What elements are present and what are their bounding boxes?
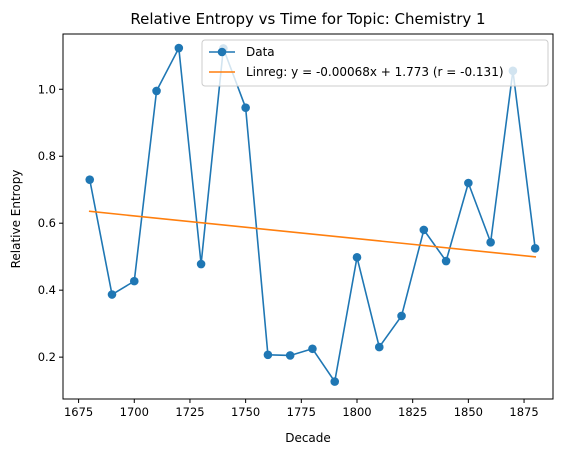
data-point	[397, 311, 406, 321]
x-tick-label: 1800	[342, 405, 371, 419]
data-point	[441, 256, 451, 266]
y-tick-label: 0.4	[38, 283, 56, 297]
x-axis-label: Decade	[285, 431, 331, 445]
data-point	[241, 103, 250, 112]
data-point	[85, 175, 95, 184]
legend-swatch-marker	[217, 47, 227, 57]
y-tick-label: 0.8	[38, 149, 56, 163]
x-tick-label: 1725	[175, 405, 204, 419]
y-tick-label: 0.6	[38, 216, 56, 230]
data-point	[196, 259, 206, 269]
y-axis-label: Relative Entropy	[9, 170, 23, 269]
chart-title: Relative Entropy vs Time for Topic: Chem…	[130, 10, 485, 28]
data-point	[107, 290, 117, 299]
y-tick-label: 0.2	[38, 350, 56, 364]
data-point	[419, 225, 429, 235]
legend-entry-label: Linreg: y = -0.00068x + 1.773 (r = -0.13…	[246, 65, 504, 79]
data-point	[174, 43, 184, 53]
data-point	[129, 276, 139, 286]
x-tick-label: 1700	[120, 405, 149, 419]
x-tick-label: 1750	[231, 405, 260, 419]
axes-frame	[62, 33, 554, 400]
series-line-1	[88, 210, 537, 258]
data-point	[308, 344, 317, 354]
x-tick-label: 1775	[287, 405, 316, 419]
data-point	[464, 178, 473, 188]
data-point	[285, 351, 295, 360]
x-tick-label: 1825	[398, 405, 427, 419]
y-tick-label: 1.0	[38, 82, 56, 96]
data-point	[352, 253, 362, 262]
data-point	[152, 86, 161, 96]
x-tick-label: 1875	[509, 405, 538, 419]
legend: Data Linreg: y = -0.00068x + 1.773 (r = -…	[201, 39, 549, 87]
legend-entry-label: Data	[246, 45, 275, 59]
data-point	[530, 244, 540, 253]
data-point	[486, 237, 495, 247]
data-point	[263, 350, 273, 360]
plot-area: 1675 1700 1725 1750 1775 1800 1825 1850 1875 0.2 0…	[38, 33, 554, 419]
data-point	[374, 342, 384, 352]
data-point	[330, 377, 340, 386]
x-tick-label: 1675	[64, 405, 93, 419]
x-tick-label: 1850	[454, 405, 483, 419]
legend-box	[201, 39, 549, 87]
